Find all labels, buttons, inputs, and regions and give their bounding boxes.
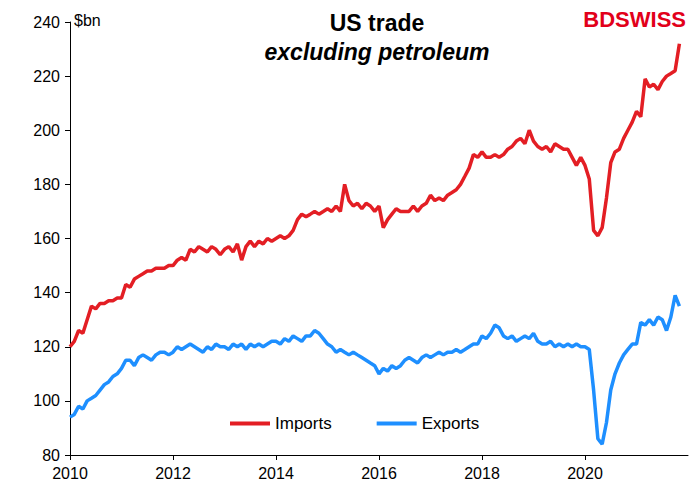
svg-text:140: 140 bbox=[33, 284, 60, 301]
svg-text:160: 160 bbox=[33, 230, 60, 247]
svg-text:2016: 2016 bbox=[361, 465, 397, 482]
svg-text:80: 80 bbox=[42, 447, 60, 464]
svg-text:2010: 2010 bbox=[52, 465, 88, 482]
svg-text:2018: 2018 bbox=[464, 465, 500, 482]
svg-text:Exports: Exports bbox=[422, 414, 480, 433]
svg-text:excluding petroleum: excluding petroleum bbox=[265, 39, 490, 65]
svg-text:2014: 2014 bbox=[258, 465, 294, 482]
svg-text:100: 100 bbox=[33, 392, 60, 409]
svg-text:$bn: $bn bbox=[74, 12, 101, 29]
svg-text:200: 200 bbox=[33, 122, 60, 139]
svg-text:Imports: Imports bbox=[275, 414, 332, 433]
svg-text:US trade: US trade bbox=[330, 10, 425, 36]
svg-text:120: 120 bbox=[33, 338, 60, 355]
svg-text:2012: 2012 bbox=[155, 465, 191, 482]
svg-text:220: 220 bbox=[33, 68, 60, 85]
svg-text:2020: 2020 bbox=[567, 465, 603, 482]
svg-text:180: 180 bbox=[33, 176, 60, 193]
svg-text:240: 240 bbox=[33, 14, 60, 31]
svg-text:BDSWISS: BDSWISS bbox=[583, 7, 686, 32]
